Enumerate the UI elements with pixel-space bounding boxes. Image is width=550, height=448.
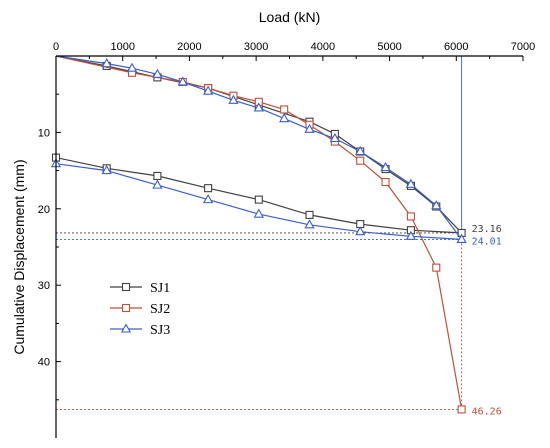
y-axis-title: Cumulative Displacement (mm) bbox=[11, 159, 27, 354]
data-point-sj3 bbox=[101, 58, 112, 68]
data-point-sj3 bbox=[101, 164, 112, 175]
data-point-sj3 bbox=[355, 226, 366, 236]
data-point-sj3 bbox=[456, 233, 467, 243]
data-point-sj3 bbox=[228, 94, 239, 104]
data-point-sj3 bbox=[202, 194, 214, 204]
data-point-sj1 bbox=[153, 171, 162, 180]
x-tick-label: 3000 bbox=[244, 41, 268, 53]
x-tick-label: 1000 bbox=[110, 41, 134, 53]
legend-entry-sj3: SJ3 bbox=[110, 323, 170, 338]
legend-label: SJ1 bbox=[150, 281, 170, 296]
data-point-sj3 bbox=[152, 179, 163, 189]
data-point-sj3 bbox=[126, 62, 138, 72]
y-tick-label: 40 bbox=[38, 357, 50, 369]
series-line-sj3 bbox=[55, 55, 463, 241]
data-point-sj3 bbox=[279, 113, 290, 123]
x-tick-label: 5000 bbox=[377, 41, 401, 53]
data-point-sj3 bbox=[431, 200, 442, 210]
data-point-sj3 bbox=[380, 161, 391, 172]
data-point-sj2 bbox=[356, 156, 365, 165]
legend-marker bbox=[121, 282, 131, 292]
data-point-sj3 bbox=[253, 208, 264, 218]
legend-label: SJ3 bbox=[150, 323, 170, 338]
data-point-sj2 bbox=[280, 105, 289, 114]
legend: SJ1 SJ2 SJ3 bbox=[110, 281, 170, 338]
data-point-sj3 bbox=[405, 230, 417, 240]
data-point-sj3 bbox=[329, 132, 341, 143]
data-point-sj3 bbox=[152, 68, 163, 78]
x-tick-label: 0 bbox=[53, 41, 59, 53]
data-point-sj3 bbox=[405, 178, 417, 188]
data-point-sj1 bbox=[204, 184, 213, 193]
y-tick-label: 10 bbox=[38, 127, 50, 139]
data-point-sj3 bbox=[355, 145, 366, 156]
legend-marker bbox=[120, 323, 132, 333]
x-tick-label: 4000 bbox=[311, 41, 335, 53]
data-point-sj3 bbox=[177, 76, 188, 86]
data-point-sj2 bbox=[457, 405, 466, 414]
data-point-sj3 bbox=[304, 123, 315, 133]
series-sj3 bbox=[50, 55, 467, 243]
x-axis-title: Load (kN) bbox=[259, 9, 320, 25]
data-point-sj3 bbox=[304, 219, 315, 229]
value-annotation: 24.01 bbox=[472, 236, 502, 247]
y-tick-label: 20 bbox=[38, 204, 50, 216]
value-annotation: 46.26 bbox=[472, 406, 502, 417]
axes: 0 1000 2000 3000 4000 5000 6000 7000 10 20 30 40 bbox=[38, 41, 535, 438]
series-line-sj1 bbox=[55, 55, 464, 234]
x-tick-label: 6000 bbox=[444, 41, 468, 53]
legend-marker bbox=[121, 303, 131, 313]
series-layer bbox=[50, 55, 467, 414]
data-point-sj2 bbox=[406, 212, 415, 221]
data-point-sj3 bbox=[253, 102, 264, 112]
value-annotation: 23.16 bbox=[472, 224, 502, 235]
legend-entry-sj2: SJ2 bbox=[110, 302, 170, 317]
x-tick-label: 2000 bbox=[177, 41, 201, 53]
data-point-sj1 bbox=[254, 195, 263, 204]
x-tick-label: 7000 bbox=[511, 41, 535, 53]
reference-lines bbox=[56, 56, 463, 410]
data-point-sj2 bbox=[432, 263, 441, 272]
data-point-sj1 bbox=[305, 210, 314, 219]
legend-entry-sj1: SJ1 bbox=[110, 281, 170, 296]
data-point-sj2 bbox=[381, 178, 390, 187]
data-point-sj3 bbox=[202, 85, 214, 95]
y-tick-label: 30 bbox=[38, 280, 50, 292]
legend-label: SJ2 bbox=[150, 302, 170, 317]
